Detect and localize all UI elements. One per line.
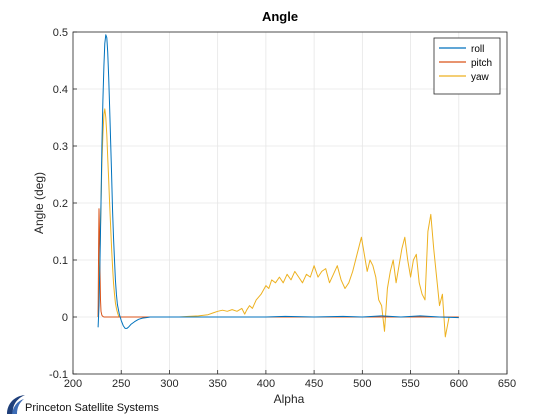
axis-ticks: 200 250 300 350 400 450 500 550 600 650 -0.1 0 0.1 0.… (49, 27, 516, 390)
x-axis-label: Alpha (274, 392, 305, 406)
x-tick-label: 400 (257, 378, 275, 390)
series-layer (97, 34, 459, 338)
x-tick-label: 200 (64, 378, 82, 390)
legend-label-roll: roll (471, 44, 484, 55)
chart-title: Angle (262, 9, 298, 24)
legend: roll pitch yaw (433, 37, 501, 95)
company-logo: Princeton Satellite Systems (4, 392, 164, 418)
x-tick-label: 350 (208, 378, 226, 390)
y-tick-label: 0 (62, 312, 68, 324)
x-tick-label: 500 (353, 378, 371, 390)
x-tick-label: 600 (450, 378, 468, 390)
y-tick-label: 0.2 (53, 198, 68, 210)
swoosh-icon (7, 395, 25, 414)
series-line-yaw (97, 108, 459, 338)
x-tick-label: 300 (160, 378, 178, 390)
y-tick-label: -0.1 (49, 369, 68, 381)
legend-box (433, 37, 501, 95)
y-tick-label: 0.1 (53, 255, 68, 267)
x-tick-label: 650 (498, 378, 516, 390)
x-tick-label: 250 (112, 378, 130, 390)
series-line-roll (97, 34, 459, 329)
logo-text: Princeton Satellite Systems (25, 402, 159, 414)
y-tick-label: 0.5 (53, 27, 68, 39)
legend-label-yaw: yaw (471, 72, 490, 83)
y-axis-label: Angle (deg) (32, 172, 46, 234)
y-tick-label: 0.4 (53, 84, 68, 96)
x-tick-label: 450 (305, 378, 323, 390)
x-tick-label: 550 (401, 378, 419, 390)
legend-label-pitch: pitch (471, 58, 492, 69)
y-tick-label: 0.3 (53, 141, 68, 153)
